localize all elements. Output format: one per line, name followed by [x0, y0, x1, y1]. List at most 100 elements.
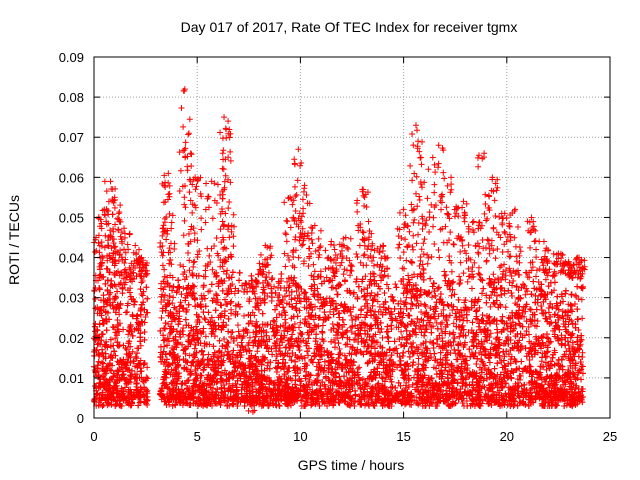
- data-point: [542, 276, 549, 283]
- data-point: [357, 348, 364, 355]
- data-point: [169, 402, 176, 409]
- data-point: [353, 350, 360, 357]
- data-point: [456, 281, 463, 288]
- data-point: [202, 316, 209, 323]
- data-point: [464, 278, 471, 285]
- data-point: [158, 314, 165, 321]
- data-point: [463, 397, 470, 404]
- data-point: [515, 287, 522, 294]
- data-point: [241, 312, 248, 319]
- data-point: [243, 348, 250, 355]
- data-point: [418, 308, 425, 315]
- data-point: [350, 304, 357, 311]
- data-point: [282, 316, 289, 323]
- data-point: [200, 367, 207, 374]
- data-point: [271, 318, 278, 325]
- data-point: [428, 354, 435, 361]
- data-point: [390, 297, 397, 304]
- data-point: [122, 384, 129, 391]
- data-point: [334, 335, 341, 342]
- data-point: [108, 367, 115, 374]
- data-point: [566, 383, 573, 390]
- data-point: [342, 341, 349, 348]
- data-point: [429, 294, 436, 301]
- data-point: [435, 362, 442, 369]
- data-point: [526, 305, 533, 312]
- data-point: [443, 347, 450, 354]
- data-point: [133, 355, 140, 362]
- data-point: [579, 315, 586, 322]
- data-point: [457, 277, 464, 284]
- data-point: [269, 325, 276, 332]
- data-point: [368, 289, 375, 296]
- data-point: [387, 356, 394, 363]
- data-point: [553, 305, 560, 312]
- data-point: [575, 327, 582, 334]
- data-point: [440, 306, 447, 313]
- data-point: [286, 292, 293, 299]
- data-point: [193, 323, 200, 330]
- data-point: [487, 330, 494, 337]
- data-point: [376, 303, 383, 310]
- data-point: [297, 319, 304, 326]
- data-point: [578, 296, 585, 303]
- data-point: [177, 299, 184, 306]
- data-point: [487, 303, 494, 310]
- data-point: [434, 336, 441, 343]
- data-point: [563, 348, 570, 355]
- data-point: [170, 337, 177, 344]
- data-point: [348, 312, 355, 319]
- data-point: [121, 281, 128, 288]
- data-points: [91, 86, 588, 415]
- data-point: [381, 391, 388, 398]
- data-point: [277, 323, 284, 330]
- data-point: [252, 303, 259, 310]
- data-point: [522, 291, 529, 298]
- data-point: [543, 366, 550, 373]
- data-point: [468, 327, 475, 334]
- data-point: [408, 300, 415, 307]
- data-point: [138, 279, 145, 286]
- data-point: [218, 369, 225, 376]
- data-point: [264, 293, 271, 300]
- data-point: [205, 351, 212, 358]
- data-point: [531, 317, 538, 324]
- data-point: [573, 293, 580, 300]
- data-point: [114, 358, 121, 365]
- data-point: [129, 348, 136, 355]
- data-point: [444, 301, 451, 308]
- data-point: [198, 292, 205, 299]
- data-point: [276, 310, 283, 317]
- data-point: [534, 317, 541, 324]
- data-point: [392, 281, 399, 288]
- data-point: [139, 292, 146, 299]
- data-point: [398, 328, 405, 335]
- data-point: [191, 345, 198, 352]
- data-point: [488, 340, 495, 347]
- data-point: [170, 294, 177, 301]
- data-point: [137, 357, 144, 364]
- data-point: [350, 399, 357, 406]
- data-point: [502, 304, 509, 311]
- data-point: [465, 329, 472, 336]
- data-point: [303, 305, 310, 312]
- data-point: [335, 310, 342, 317]
- data-point: [433, 319, 440, 326]
- data-point: [337, 302, 344, 309]
- data-point: [545, 335, 552, 342]
- chart-title: Day 017 of 2017, Rate Of TEC Index for r…: [181, 19, 518, 35]
- data-point: [514, 376, 521, 383]
- data-point: [95, 340, 102, 347]
- data-point: [265, 348, 272, 355]
- data-point: [231, 290, 238, 297]
- data-point: [526, 338, 533, 345]
- data-point: [439, 319, 446, 326]
- data-point: [437, 321, 444, 328]
- grid-lines: [94, 57, 610, 418]
- data-point: [370, 297, 377, 304]
- data-point: [450, 320, 457, 327]
- data-point: [115, 343, 122, 350]
- data-point: [449, 307, 456, 314]
- data-point: [180, 324, 187, 331]
